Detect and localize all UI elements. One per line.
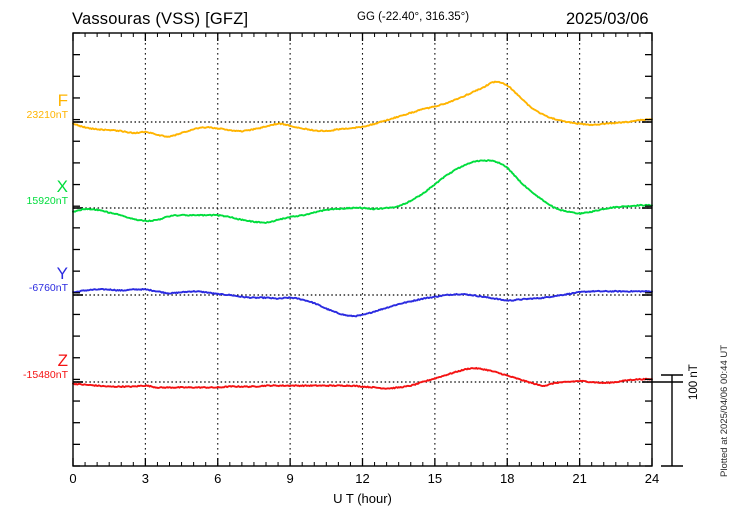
component-label-y: Y -6760nT — [0, 265, 68, 294]
plot-frame — [72, 32, 653, 467]
baseline-layer — [73, 121, 652, 383]
x-tick-label: 0 — [69, 471, 77, 486]
station-title: Vassouras (VSS) [GFZ] — [72, 10, 249, 28]
component-letter-y: Y — [56, 264, 68, 283]
component-label-z: Z -15480nT — [0, 352, 68, 381]
trace-y — [72, 287, 653, 318]
x-tick-label: 3 — [141, 471, 149, 486]
x-tick-label: 6 — [214, 471, 222, 486]
component-baseline-z: -15480nT — [23, 369, 68, 381]
x-tick-label: 12 — [355, 471, 370, 486]
component-baseline-y: -6760nT — [28, 282, 68, 294]
x-tick-label: 15 — [427, 471, 443, 486]
x-axis-title: U T (hour) — [0, 491, 730, 506]
trace-z — [72, 366, 653, 390]
observation-date: 2025/03/06 — [566, 10, 649, 28]
x-tick-label: 21 — [572, 471, 587, 486]
component-baseline-x: 15920nT — [26, 195, 68, 207]
x-tick-label: 24 — [644, 471, 660, 486]
component-letter-z: Z — [57, 351, 68, 370]
scale-bar-label: 100 nT — [688, 364, 700, 400]
trace-x — [72, 159, 653, 224]
scale-bar — [652, 374, 683, 467]
x-tick-label: 9 — [286, 471, 294, 486]
x-tick-label: 18 — [500, 471, 515, 486]
component-letter-x: X — [56, 177, 68, 196]
x-axis-title-text: U T (hour) — [333, 491, 392, 506]
component-baseline-f: 23210nT — [26, 109, 68, 121]
component-letter-f: F — [57, 91, 68, 110]
component-label-x: X 15920nT — [0, 178, 68, 207]
trace-f — [72, 80, 653, 138]
grid-layer — [144, 33, 581, 466]
geographic-coordinates: GG (-22.40°, 316.35°) — [357, 11, 470, 23]
trace-layer — [72, 80, 653, 390]
plotted-at-timestamp: Plotted at 2025/04/06 00:44 UT — [719, 344, 730, 477]
component-label-f: F 23210nT — [0, 92, 68, 121]
